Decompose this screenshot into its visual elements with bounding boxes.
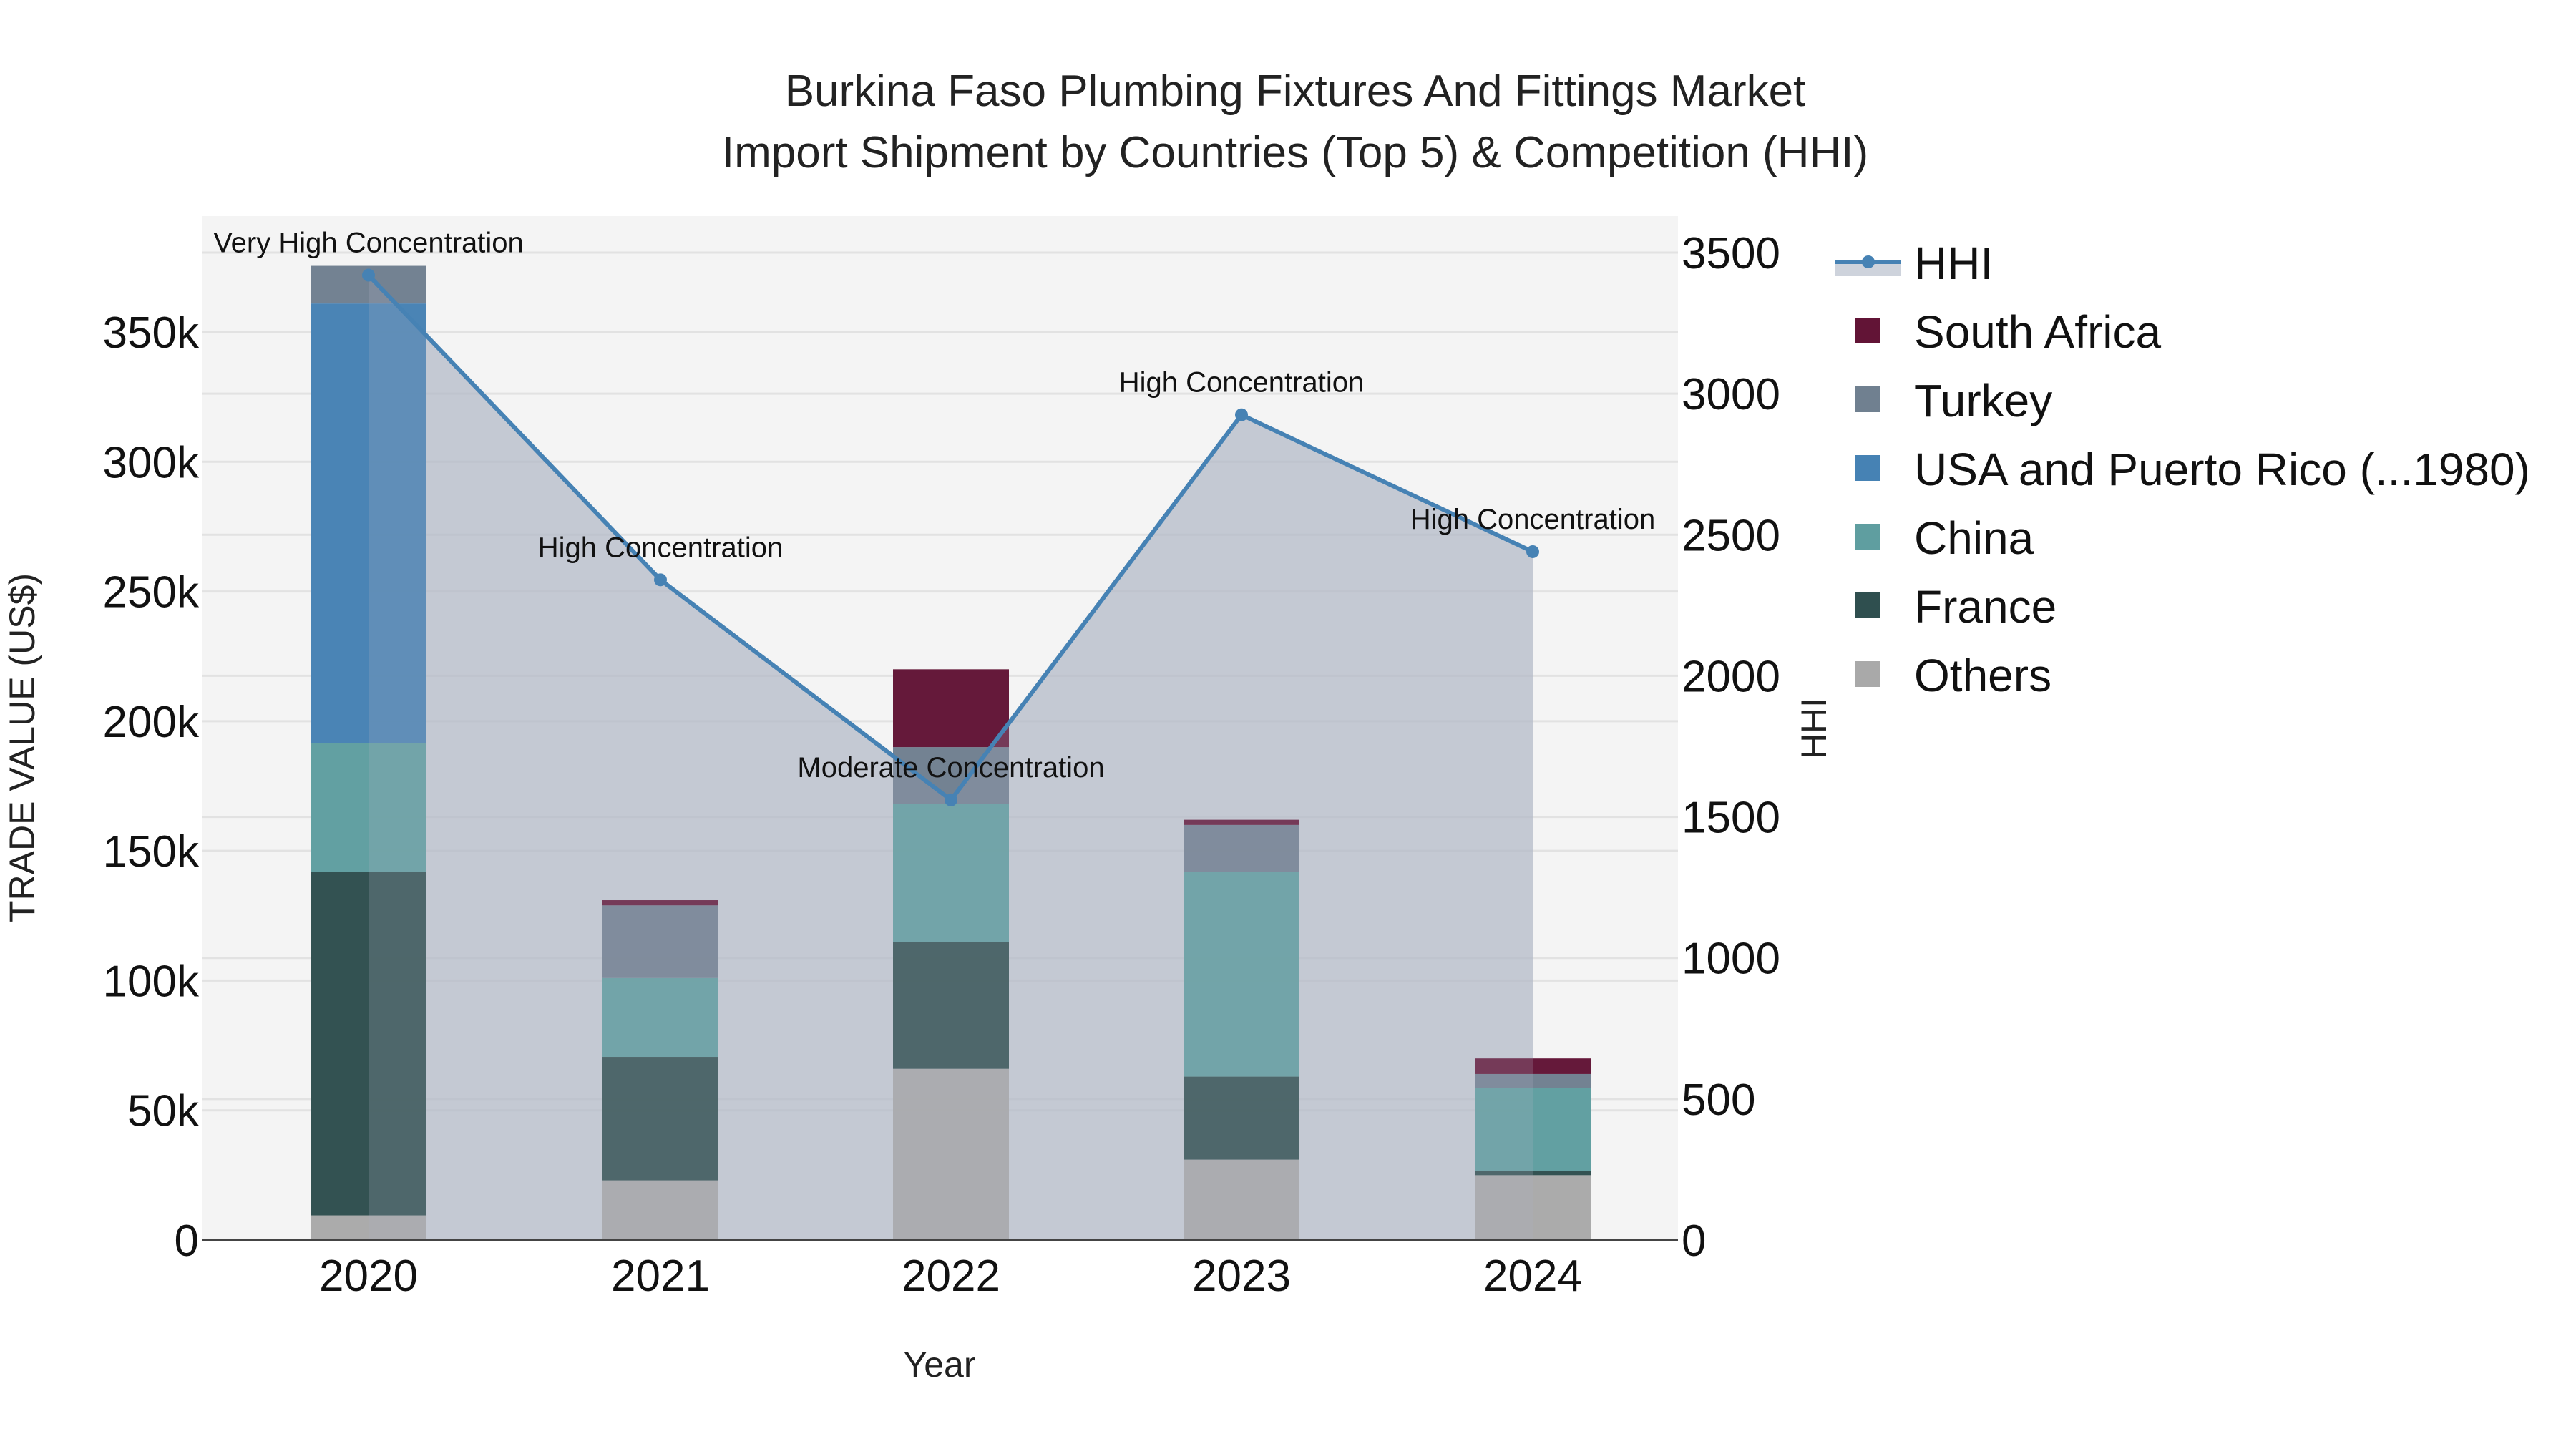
hhi-annotations: Very High Concentration High Concentratio… — [213, 228, 1655, 784]
x-tick-label: 2020 — [319, 1252, 418, 1301]
x-ticks: 2020 2021 2022 2023 2024 — [319, 1252, 1582, 1301]
legend-item-usa-and-puerto-rico-1980-[interactable]: USA and Puerto Rico (...1980) — [1855, 444, 2530, 495]
hhi-marker[interactable] — [362, 268, 375, 282]
bar-segment-turkey[interactable] — [602, 905, 718, 978]
legend-swatch-icon — [1855, 455, 1880, 481]
legend-label: South Africa — [1914, 306, 2162, 358]
y-left-tick-label: 0 — [175, 1216, 199, 1266]
hhi-annotation: High Concentration — [1119, 367, 1364, 399]
hhi-marker[interactable] — [945, 793, 957, 806]
legend-label: Turkey — [1914, 375, 2052, 426]
legend: HHI South Africa Turkey USA and Puerto Rico… — [1835, 238, 2530, 701]
x-tick-label: 2024 — [1483, 1252, 1582, 1301]
y-right-tick-label: 1500 — [1682, 794, 1780, 843]
hhi-area-overlay — [369, 275, 1533, 1240]
hhi-annotation: Very High Concentration — [213, 228, 524, 259]
y-left-tick-label: 150k — [103, 827, 200, 877]
bar-stack-2023[interactable] — [1184, 819, 1299, 1240]
x-tick-label: 2023 — [1192, 1252, 1291, 1301]
y-left-tick-label: 50k — [127, 1087, 200, 1136]
hhi-marker[interactable] — [1526, 545, 1539, 558]
hhi-annotation: High Concentration — [538, 532, 783, 563]
chart-title-line-2: Import Shipment by Countries (Top 5) & C… — [722, 128, 1868, 177]
y-right-tick-label: 3500 — [1682, 229, 1780, 278]
y-left-tick-label: 350k — [103, 308, 200, 358]
y-right-tick-label: 2000 — [1682, 652, 1780, 701]
x-tick-label: 2022 — [902, 1252, 1000, 1301]
bar-segment-france[interactable] — [311, 872, 426, 1216]
y-right-axis-title: HHI — [1794, 698, 1834, 759]
bar-segment-china[interactable] — [893, 804, 1009, 942]
legend-item-south-africa[interactable]: South Africa — [1855, 306, 2162, 358]
bar-segment-others[interactable] — [1184, 1159, 1299, 1240]
bar-segment-france[interactable] — [1475, 1171, 1591, 1176]
y-left-tick-label: 100k — [103, 957, 200, 1006]
bar-stack-2020[interactable] — [311, 265, 426, 1240]
legend-label: Others — [1914, 650, 2051, 701]
bar-segment-south-africa[interactable] — [1184, 819, 1299, 825]
bar-segment-france[interactable] — [893, 942, 1009, 1069]
legend-label: China — [1914, 512, 2034, 564]
x-tick-label: 2021 — [611, 1252, 710, 1301]
hhi-marker[interactable] — [1235, 408, 1248, 421]
legend-swatch-icon — [1855, 318, 1880, 343]
bar-segment-usa-and-puerto-rico-1980-[interactable] — [311, 303, 426, 743]
legend-item-france[interactable]: France — [1855, 581, 2057, 633]
bar-segment-south-africa[interactable] — [1475, 1058, 1591, 1074]
y-right-tick-label: 2500 — [1682, 511, 1780, 560]
bar-segment-france[interactable] — [602, 1057, 718, 1181]
bar-stack-2021[interactable] — [602, 900, 718, 1240]
bar-stacks — [311, 265, 1591, 1240]
legend-swatch-icon — [1855, 661, 1880, 687]
y-left-axis-title: TRADE VALUE (US$) — [2, 573, 42, 922]
bar-segment-china[interactable] — [1475, 1088, 1591, 1171]
bar-segment-turkey[interactable] — [1184, 824, 1299, 872]
chart-title-line-1: Burkina Faso Plumbing Fixtures And Fitti… — [785, 67, 1806, 116]
legend-label: France — [1914, 581, 2057, 633]
bar-segment-others[interactable] — [311, 1215, 426, 1240]
bar-segment-others[interactable] — [602, 1180, 718, 1240]
y-left-tick-label: 200k — [103, 698, 200, 747]
bar-segment-others[interactable] — [893, 1068, 1009, 1240]
hhi-annotation: Moderate Concentration — [797, 752, 1104, 784]
legend-item-hhi[interactable]: HHI — [1835, 238, 1993, 289]
y-left-tick-label: 300k — [103, 438, 200, 487]
legend-label: USA and Puerto Rico (...1980) — [1914, 444, 2530, 495]
legend-item-others[interactable]: Others — [1855, 650, 2051, 701]
y-right-tick-label: 500 — [1682, 1075, 1755, 1125]
bar-segment-china[interactable] — [311, 743, 426, 872]
y-right-tick-label: 3000 — [1682, 370, 1780, 419]
y-left-tick-label: 250k — [103, 568, 200, 618]
bar-segment-turkey[interactable] — [1475, 1073, 1591, 1088]
legend-item-turkey[interactable]: Turkey — [1855, 375, 2052, 426]
bar-segment-china[interactable] — [1184, 872, 1299, 1077]
bar-segment-south-africa[interactable] — [893, 669, 1009, 748]
y-left-ticks: 0 50k 100k 150k 200k 250k 300k 350k — [103, 308, 200, 1266]
legend-swatch-icon — [1855, 386, 1880, 412]
bar-segment-china[interactable] — [602, 977, 718, 1058]
legend-marker-icon — [1862, 255, 1875, 268]
y-right-tick-label: 0 — [1682, 1216, 1706, 1266]
legend-swatch-icon — [1855, 592, 1880, 618]
hhi-annotation: High Concentration — [1410, 504, 1655, 535]
y-right-tick-label: 1000 — [1682, 935, 1780, 984]
bar-segment-south-africa[interactable] — [602, 900, 718, 906]
legend-item-china[interactable]: China — [1855, 512, 2034, 564]
x-axis-title: Year — [903, 1345, 975, 1385]
hhi-line — [362, 268, 1539, 1240]
bar-segment-others[interactable] — [1475, 1175, 1591, 1240]
hhi-marker[interactable] — [654, 573, 667, 587]
legend-label: HHI — [1914, 238, 1993, 289]
legend-swatch-icon — [1855, 524, 1880, 550]
bar-stack-2024[interactable] — [1475, 1058, 1591, 1240]
y-right-ticks: 0 500 1000 1500 2000 2500 3000 3500 — [1682, 229, 1780, 1266]
bar-segment-france[interactable] — [1184, 1076, 1299, 1160]
